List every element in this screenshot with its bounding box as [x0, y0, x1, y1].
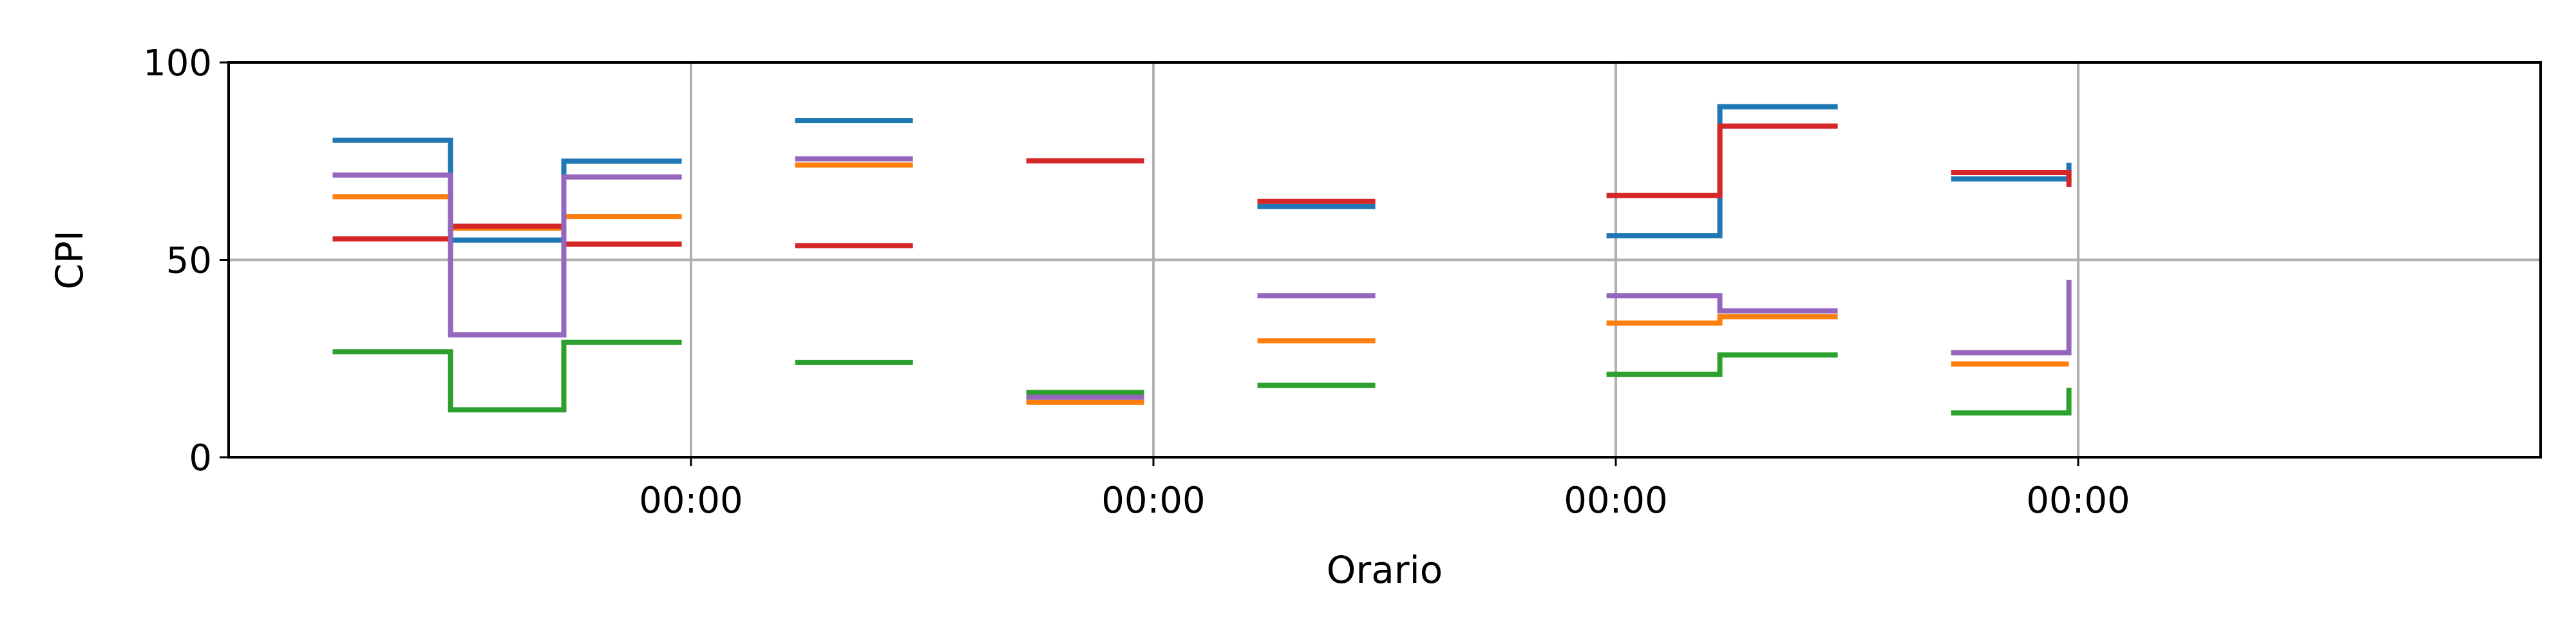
series-5 [332, 156, 2072, 400]
series-1-step-segment [332, 137, 682, 243]
series-4-step-segment [1951, 170, 2072, 187]
y-tick-label: 100 [143, 43, 212, 84]
x-tick-label: 00:00 [2026, 480, 2130, 522]
series-3 [332, 339, 2072, 416]
x-tick-label: 00:00 [1564, 480, 1667, 522]
x-axis-title: Orario [1327, 548, 1443, 592]
series-5-step-segment [1606, 293, 1838, 314]
series-2 [332, 162, 2069, 405]
series-3-step-segment [332, 339, 682, 413]
series-layer [332, 104, 2072, 416]
axis-ticks: 00:00 00:00 00:00 00:00 0 50 100 [143, 43, 2130, 522]
series-3-step-segment [1951, 388, 2072, 416]
y-axis-title: CPI [48, 230, 91, 290]
series-5-step-segment [1951, 279, 2072, 355]
series-4 [332, 123, 2072, 249]
series-5-step-segment [332, 172, 682, 337]
x-tick-label: 00:00 [639, 480, 743, 522]
series-4-step-segment [1606, 123, 1838, 198]
x-tick-label: 00:00 [1101, 480, 1205, 522]
series-4-step-segment [332, 223, 682, 247]
series-2-step-segment [1606, 314, 1838, 326]
y-tick-label: 50 [166, 240, 212, 282]
series-3-step-segment [1606, 352, 1838, 377]
y-tick-label: 0 [189, 437, 212, 479]
